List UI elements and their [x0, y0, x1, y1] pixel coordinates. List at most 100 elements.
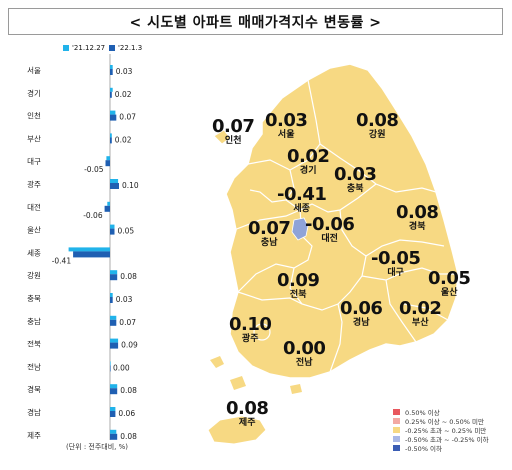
map-label-seoul: 0.03 서울: [265, 110, 308, 140]
map-name-jeonnam: 전남: [295, 358, 313, 368]
bar-curr: [110, 91, 112, 98]
map-legend-swatch: [393, 417, 400, 424]
map-legend-swatch: [393, 426, 400, 433]
map-legend-label: 0.25% 이상 ~ 0.50% 미만: [405, 417, 484, 426]
map-name-gyeongnam: 경남: [352, 318, 370, 328]
value-label: 0.02: [115, 90, 132, 99]
bar-curr: [110, 228, 115, 235]
bar-prev: [110, 65, 113, 69]
bar-curr: [110, 411, 116, 417]
map-name-gangwon: 강원: [368, 130, 386, 140]
korea-map: [207, 63, 459, 445]
map-value-gyeongnam: 0.06: [340, 298, 383, 319]
value-label: 0.08: [120, 386, 137, 395]
bar-curr: [110, 274, 118, 281]
map-legend-label: 0.50% 이상: [405, 408, 440, 417]
value-label: -0.41: [52, 256, 72, 265]
island-shape: [210, 356, 224, 368]
map-value-ulsan: 0.05: [428, 268, 471, 289]
map-legend-item: 0.50% 이상: [393, 407, 489, 417]
map-name-chungnam: 충남: [260, 238, 278, 248]
legend-prev: '21.12.27: [63, 44, 105, 52]
region-borders: [233, 79, 456, 373]
mainland-shape: [225, 63, 459, 379]
map-value-sejong: -0.41: [277, 184, 327, 205]
map-label-gyeongnam: 0.06 경남: [340, 298, 383, 328]
bar-prev: [110, 361, 111, 366]
map-value-daejeon: -0.06: [305, 214, 355, 235]
unit-note: (단위 : 전주대비, %): [66, 443, 129, 451]
bar-curr: [110, 319, 117, 326]
bar-prev: [110, 110, 116, 115]
chart-title: < 시도별 아파트 매매가격지수 변동률 >: [8, 8, 503, 35]
map-value-jeju: 0.08: [226, 398, 269, 419]
map-value-daegu: -0.05: [371, 248, 421, 269]
map-legend-item: -0.50% 초과 ~ -0.25% 이하: [393, 434, 489, 444]
legend-curr-label: '22.1.3: [118, 44, 143, 52]
map-label-gangwon: 0.08 강원: [356, 110, 399, 140]
map-legend-item: -0.25% 초과 ~ 0.25% 미만: [393, 425, 489, 435]
category-label: 전북: [27, 339, 41, 349]
category-label: 강원: [27, 270, 41, 280]
category-label: 대전: [27, 202, 41, 212]
map-label-jeju: 0.08 제주: [226, 398, 269, 428]
map-label-daejeon: -0.06 대전: [305, 214, 355, 244]
bar-prev: [110, 87, 113, 92]
bar-curr: [110, 297, 113, 303]
map-value-gyeonggi: 0.02: [287, 146, 330, 167]
bar-prev: [110, 384, 118, 389]
bar-prev: [107, 201, 110, 206]
legend-curr-swatch: [109, 45, 115, 51]
map-legend: 0.50% 이상 0.25% 이상 ~ 0.50% 미만 -0.25% 초과 ~…: [393, 407, 489, 453]
bar-curr: [110, 342, 119, 349]
map-name-ulsan: 울산: [440, 288, 458, 298]
map-label-daegu: -0.05 대구: [371, 248, 421, 278]
legend-curr: '22.1.3: [109, 44, 142, 52]
map-value-busan: 0.02: [399, 298, 442, 319]
map-value-gangwon: 0.08: [356, 110, 399, 131]
category-label: 경기: [27, 88, 41, 98]
map-label-gyeonggi: 0.02 경기: [287, 146, 330, 176]
map-label-gyeongbuk: 0.08 경북: [396, 202, 439, 232]
map-value-seoul: 0.03: [265, 110, 308, 131]
map-name-jeju: 제주: [238, 418, 256, 428]
island-shape: [213, 129, 231, 145]
map-value-gyeongbuk: 0.08: [396, 202, 439, 223]
bar-curr: [104, 205, 110, 212]
map-name-seoul: 서울: [277, 130, 295, 140]
bar-prev: [110, 407, 116, 411]
value-label: -0.06: [83, 211, 103, 220]
map-name-busan: 부산: [411, 318, 429, 328]
map-label-chungbuk: 0.03 충북: [334, 166, 377, 194]
map-legend-swatch: [393, 435, 400, 442]
value-label: 0.10: [122, 181, 139, 190]
map-label-incheon: 0.07 인천: [212, 116, 255, 146]
map-name-gyeongbuk: 경북: [408, 222, 426, 232]
map-name-sejong: 세종: [293, 204, 310, 214]
map-label-gwangju: 0.10 광주: [229, 316, 272, 344]
bar-chart: 서울 0.03 경기 0.02 인천 0.07 부산 0.02 대구 -0.05 광주 0.10 대전 -…: [27, 54, 139, 441]
jeju-shape: [207, 415, 267, 445]
bar-prev: [110, 133, 112, 138]
category-label: 광주: [27, 179, 41, 189]
category-label: 부산: [27, 133, 41, 143]
map-name-gwangju: 광주: [241, 334, 259, 344]
bar-prev: [110, 270, 118, 275]
map-name-jeonbuk: 전북: [289, 290, 307, 300]
category-label: 경북: [27, 384, 41, 394]
island-shape: [290, 384, 302, 394]
bar-prev: [110, 224, 115, 229]
bar-prev: [110, 179, 119, 183]
bar-curr: [73, 251, 110, 258]
value-label: -0.05: [84, 165, 104, 174]
value-label: 0.03: [116, 67, 133, 76]
map-value-chungnam: 0.07: [248, 218, 291, 239]
value-label: 0.08: [120, 272, 137, 281]
map-name-gyeonggi: 경기: [299, 166, 317, 176]
map-name-daejeon: 대전: [321, 234, 338, 244]
map-label-ulsan: 0.05 울산: [428, 268, 471, 298]
bar-prev: [68, 247, 110, 252]
map-value-incheon: 0.07: [212, 116, 255, 137]
map-label-busan: 0.02 부산: [399, 298, 442, 328]
bar-curr: [110, 69, 113, 75]
